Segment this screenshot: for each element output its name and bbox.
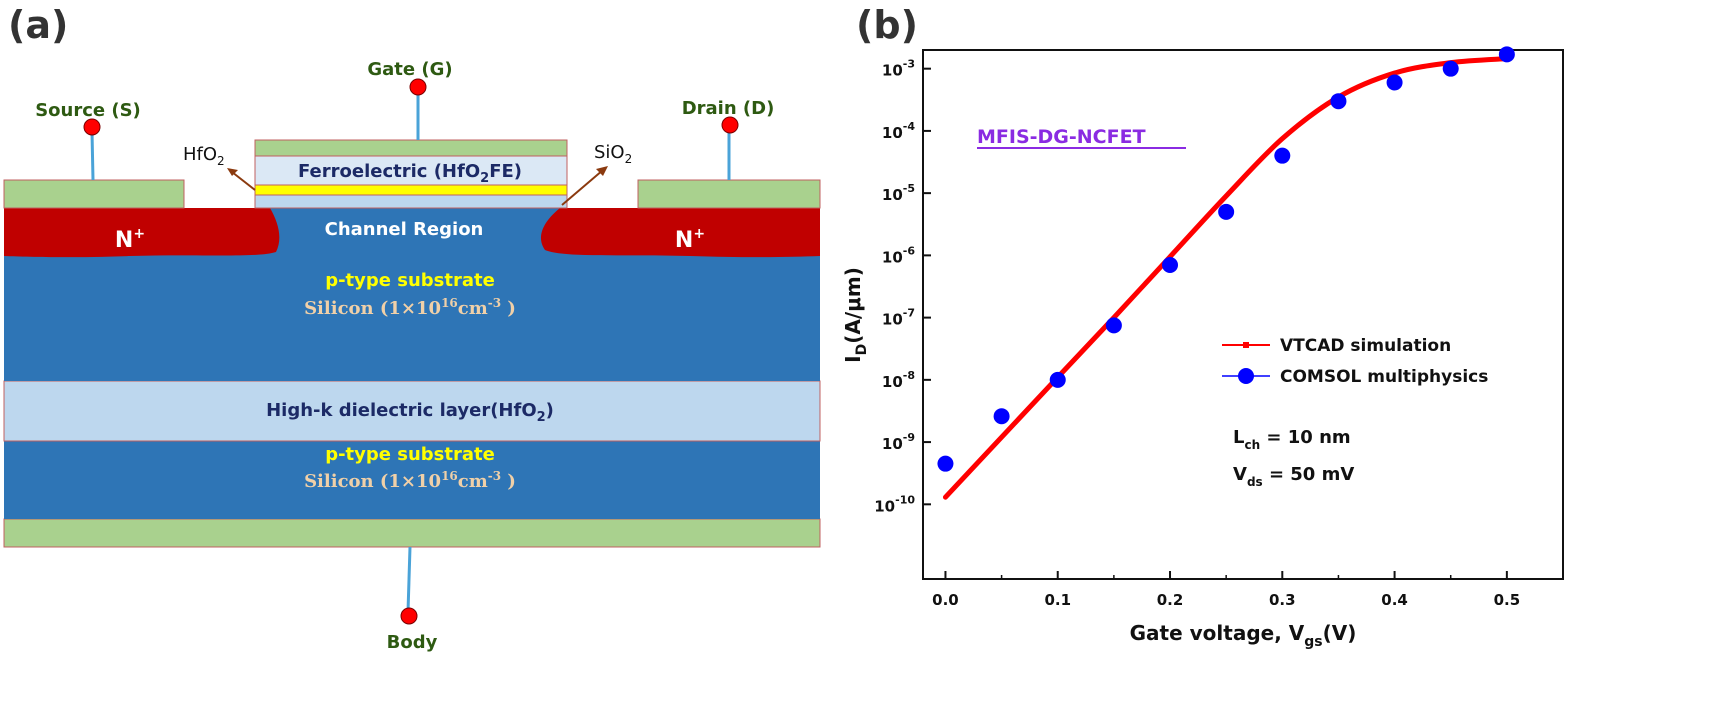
high-k-label: High-k dielectric layer(HfO2) — [266, 400, 554, 425]
channel-region-label: Channel Region — [325, 219, 484, 240]
data-point-comsol — [993, 408, 1010, 425]
device-cross-section-diagram: (a) Body p-type substrate Silicon (1×101… — [3, 3, 821, 653]
data-point-comsol — [937, 455, 954, 472]
ferroelectric-layer — [254, 155, 568, 186]
panel-a-label: (a) — [8, 3, 68, 47]
data-point-comsol — [1386, 74, 1403, 91]
body-pin-icon — [400, 607, 418, 625]
x-tick-label: 0.3 — [1269, 591, 1296, 609]
body-contact — [3, 518, 821, 548]
axis-ticks: 0.0 0.1 0.2 0.3 0.4 0.5 10-10 10-9 10-8 10-7 10-6 1… — [874, 58, 1520, 609]
hfo2-arrowhead-icon — [227, 168, 238, 176]
x-tick-label: 0.0 — [932, 591, 959, 609]
y-tick-label: 10-9 — [882, 431, 915, 453]
hfo2-arrow — [231, 171, 256, 191]
source-pin-icon — [83, 118, 101, 136]
data-point-comsol — [1498, 46, 1515, 63]
gate-label: Gate (G) — [367, 59, 452, 80]
x-axis-title: Gate voltage, Vgs(V) — [1130, 621, 1357, 650]
lower-ptype-label: p-type substrate — [325, 444, 495, 465]
plot-frame — [922, 49, 1564, 580]
legend-label-vtcad: VTCAD simulation — [1280, 336, 1451, 356]
data-point-comsol — [1330, 93, 1347, 110]
body-label: Body — [387, 632, 438, 653]
sio2-label: SiO2 — [594, 142, 632, 166]
series-line-vtcad — [942, 56, 1510, 500]
source-nplus-label: N+ — [115, 226, 145, 253]
x-tick-label: 0.4 — [1381, 591, 1408, 609]
drain-nplus-label: N+ — [675, 226, 705, 253]
x-tick-label: 0.5 — [1494, 591, 1521, 609]
y-axis-title: ID(A/μm) — [841, 267, 870, 363]
y-tick-label: 10-6 — [882, 244, 915, 266]
series-layer — [937, 46, 1515, 500]
legend-marker-comsol — [1238, 368, 1254, 384]
data-point-comsol — [1105, 317, 1122, 334]
source-lead — [90, 131, 95, 181]
lower-substrate — [4, 441, 820, 519]
panel-b-label: (b) — [856, 3, 918, 47]
legend-marker-vtcad — [1243, 342, 1249, 348]
lower-silicon-label: Silicon (1×1016cm-3 ) — [304, 469, 516, 492]
data-point-comsol — [1442, 60, 1459, 77]
drain-pin-icon — [721, 116, 739, 134]
y-tick-label: 10-8 — [882, 369, 915, 391]
source-label: Source (S) — [35, 100, 141, 121]
drain-label: Drain (D) — [682, 98, 775, 119]
y-tick-label: 10-3 — [882, 58, 915, 80]
body-lead — [406, 546, 412, 613]
gate-contact — [254, 139, 568, 157]
y-tick-label: 10-5 — [882, 182, 915, 204]
ferroelectric-label: Ferroelectric (HfO2FE) — [298, 161, 522, 186]
y-tick-label: 10-10 — [874, 493, 915, 515]
x-tick-label: 0.1 — [1044, 591, 1071, 609]
annotation-lch: Lch = 10 nm — [1233, 427, 1351, 452]
upper-ptype-label: p-type substrate — [325, 270, 495, 291]
source-nplus-region — [4, 208, 280, 258]
y-tick-label: 10-7 — [882, 307, 915, 329]
y-tick-label: 10-4 — [882, 120, 915, 142]
hfo2-label: HfO2 — [183, 144, 225, 168]
chart-title: MFIS-DG-NCFET — [977, 126, 1146, 148]
data-point-comsol — [1049, 371, 1066, 388]
data-point-comsol — [1274, 147, 1291, 164]
drain-contact — [637, 179, 821, 209]
data-point-comsol — [1218, 203, 1235, 220]
legend: VTCAD simulation COMSOL multiphysics — [1222, 336, 1488, 387]
sio2-arrowhead-icon — [596, 166, 608, 176]
source-contact — [3, 179, 185, 209]
sio2-arrow — [561, 169, 604, 206]
drain-nplus-region — [540, 208, 820, 258]
upper-silicon-label: Silicon (1×1016cm-3 ) — [304, 296, 516, 319]
data-point-comsol — [1162, 257, 1179, 274]
legend-label-comsol: COMSOL multiphysics — [1280, 367, 1488, 387]
x-tick-label: 0.2 — [1157, 591, 1184, 609]
gate-pin-icon — [409, 78, 427, 96]
annotation-vds: Vds = 50 mV — [1233, 464, 1354, 489]
high-k-dielectric-layer — [3, 380, 821, 442]
